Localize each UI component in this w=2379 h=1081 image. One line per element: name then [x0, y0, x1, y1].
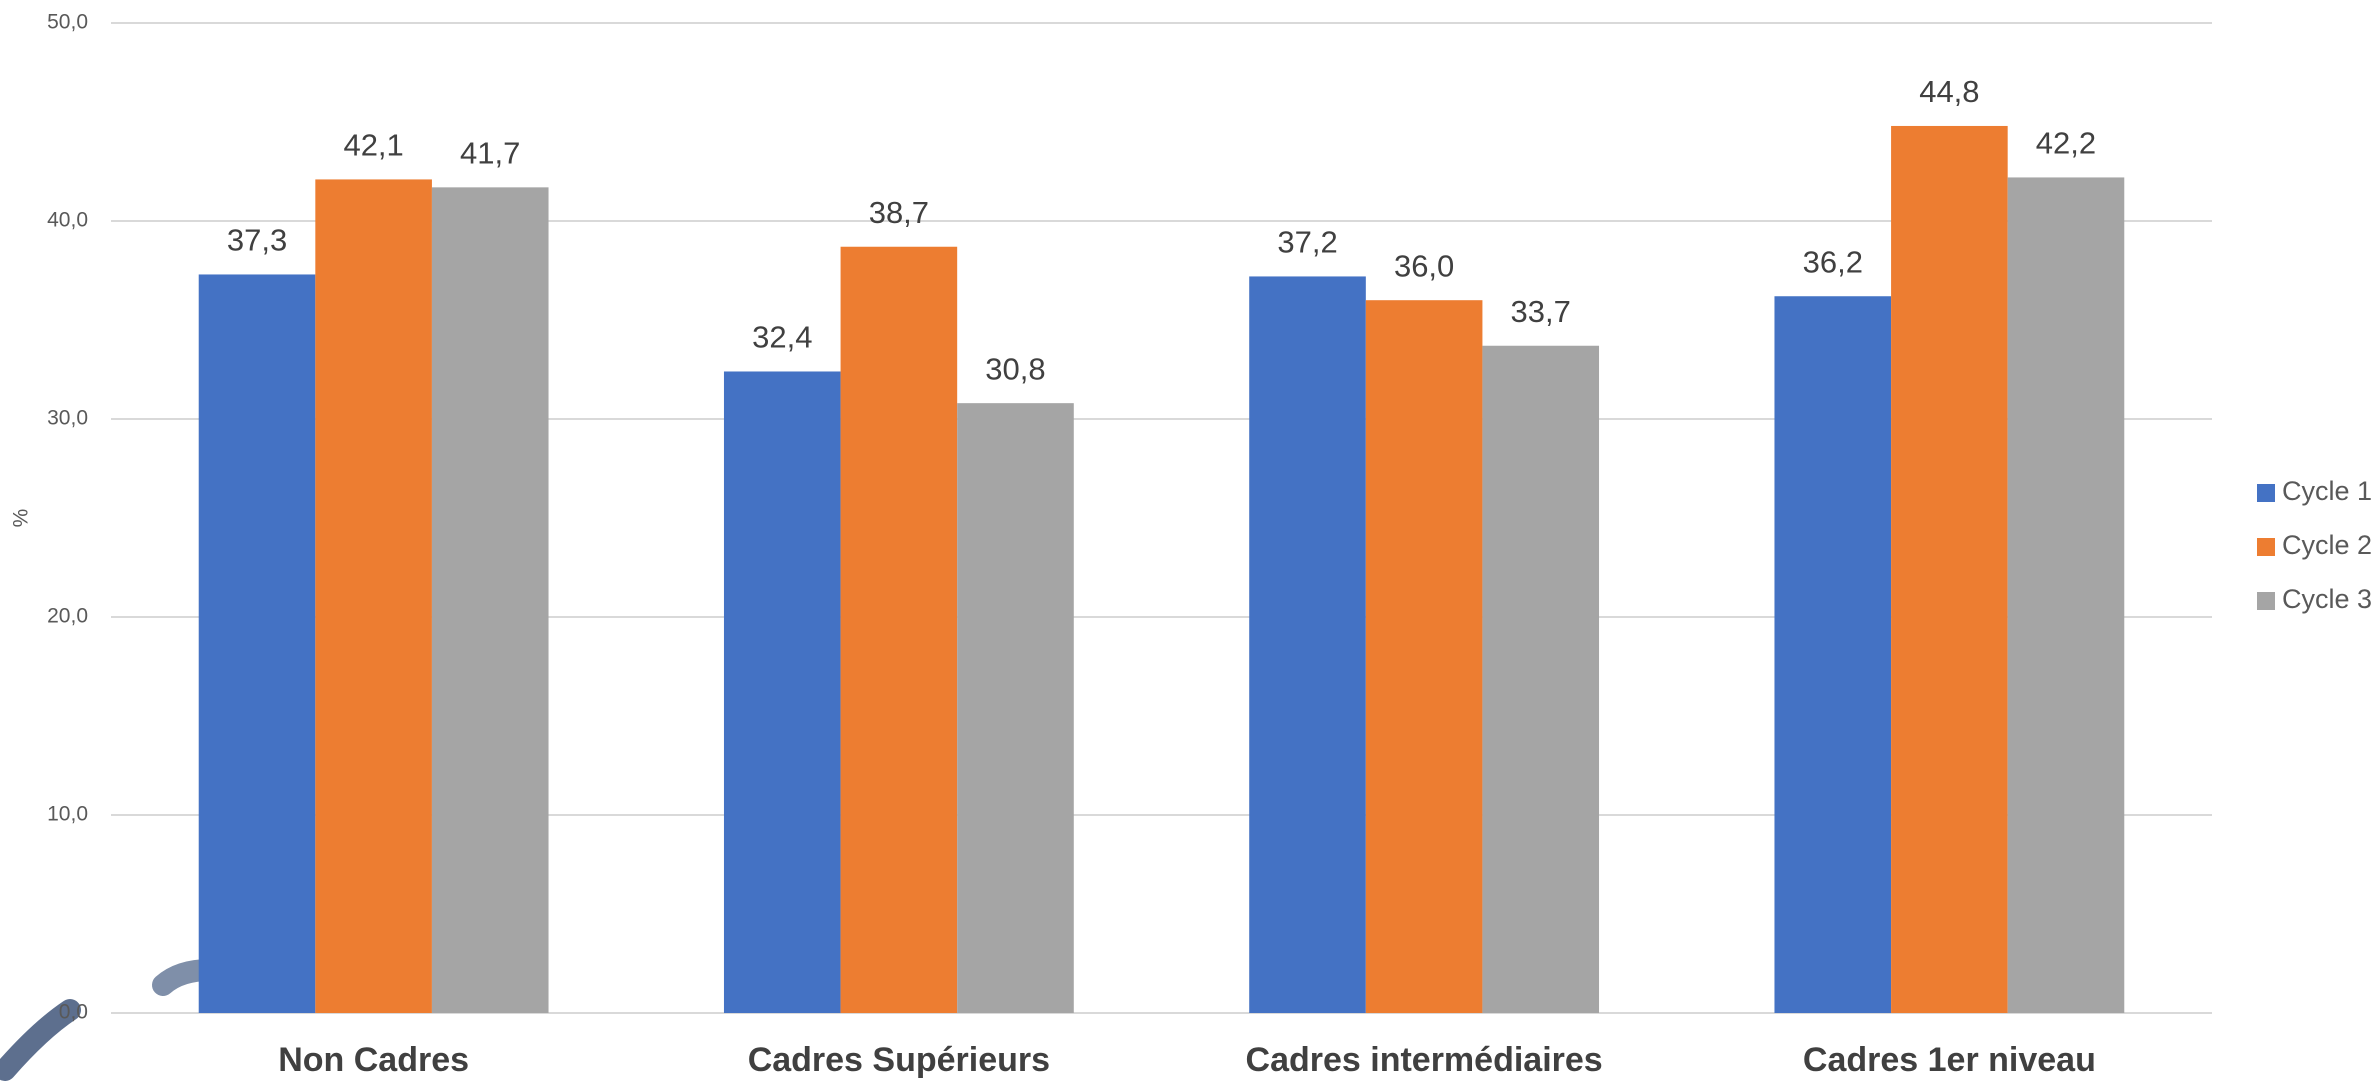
data-label: 41,7: [460, 136, 520, 171]
bar: [1249, 276, 1366, 1013]
y-tick-label: 10,0: [47, 803, 88, 826]
data-label: 30,8: [985, 351, 1045, 386]
bar: [957, 403, 1074, 1013]
bar: [1891, 125, 2008, 1013]
data-label: 36,0: [1394, 248, 1454, 283]
y-tick-label: 0,0: [59, 1001, 88, 1024]
data-label: 36,2: [1803, 244, 1863, 279]
legend-label: Cycle 3: [2282, 584, 2372, 614]
legend-swatch: [2257, 592, 2275, 610]
y-tick-label: 30,0: [47, 407, 88, 430]
legend-label: Cycle 1: [2282, 476, 2372, 506]
x-tick-label: Cadres 1er niveau: [1803, 1041, 2096, 1079]
bar: [840, 246, 958, 1014]
y-tick-label: 50,0: [47, 11, 88, 34]
bar: [1482, 345, 1600, 1013]
x-tick-label: Non Cadres: [278, 1041, 469, 1079]
legend-label: Cycle 2: [2282, 530, 2372, 560]
bar: [2007, 177, 2125, 1013]
legend-swatch: [2257, 538, 2275, 556]
data-label: 42,1: [343, 128, 403, 163]
x-tick-label: Cadres Supérieurs: [748, 1041, 1050, 1079]
data-label: 37,2: [1277, 225, 1337, 260]
data-label: 33,7: [1511, 294, 1571, 329]
bar: [1365, 300, 1483, 1013]
data-label: 37,3: [227, 223, 287, 258]
decoration: [0, 999, 81, 1081]
y-axis-label: %: [10, 509, 33, 528]
legend-swatch: [2257, 484, 2275, 502]
y-tick-label: 20,0: [47, 605, 88, 628]
bar: [723, 371, 841, 1014]
bar: [198, 274, 316, 1014]
data-label: 38,7: [869, 195, 929, 230]
bar: [431, 187, 549, 1014]
data-label: 44,8: [1919, 74, 1979, 109]
bar: [1774, 296, 1892, 1013]
x-tick-label: Cadres intermédiaires: [1246, 1041, 1603, 1079]
y-tick-label: 40,0: [47, 209, 88, 232]
bar: [315, 179, 432, 1014]
data-label: 32,4: [752, 320, 812, 355]
data-label: 42,2: [2036, 126, 2096, 161]
